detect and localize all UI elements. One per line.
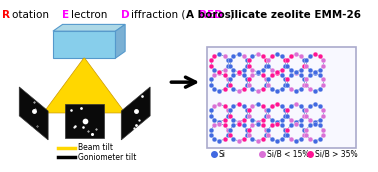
Text: iffraction (: iffraction ( <box>132 10 186 20</box>
Text: E: E <box>62 10 69 20</box>
Text: Si/B < 15%: Si/B < 15% <box>266 150 309 159</box>
Text: lectron: lectron <box>71 10 111 20</box>
Text: otation: otation <box>12 10 52 20</box>
Text: Si/B > 35%: Si/B > 35% <box>315 150 357 159</box>
FancyBboxPatch shape <box>207 47 356 148</box>
Text: RED: RED <box>200 10 223 20</box>
Text: Si: Si <box>218 150 226 159</box>
Text: R: R <box>2 10 10 20</box>
Polygon shape <box>19 87 48 140</box>
Polygon shape <box>53 24 125 31</box>
Text: ): ) <box>229 10 233 20</box>
Text: A borosilicate zeolite EMM-26: A borosilicate zeolite EMM-26 <box>186 10 361 20</box>
Text: Goniometer tilt: Goniometer tilt <box>78 153 136 162</box>
Polygon shape <box>116 24 125 58</box>
Text: Beam tilt: Beam tilt <box>78 143 113 152</box>
FancyBboxPatch shape <box>65 104 104 138</box>
Polygon shape <box>121 87 150 140</box>
Polygon shape <box>43 58 125 113</box>
Text: D: D <box>121 10 129 20</box>
FancyBboxPatch shape <box>53 31 116 58</box>
